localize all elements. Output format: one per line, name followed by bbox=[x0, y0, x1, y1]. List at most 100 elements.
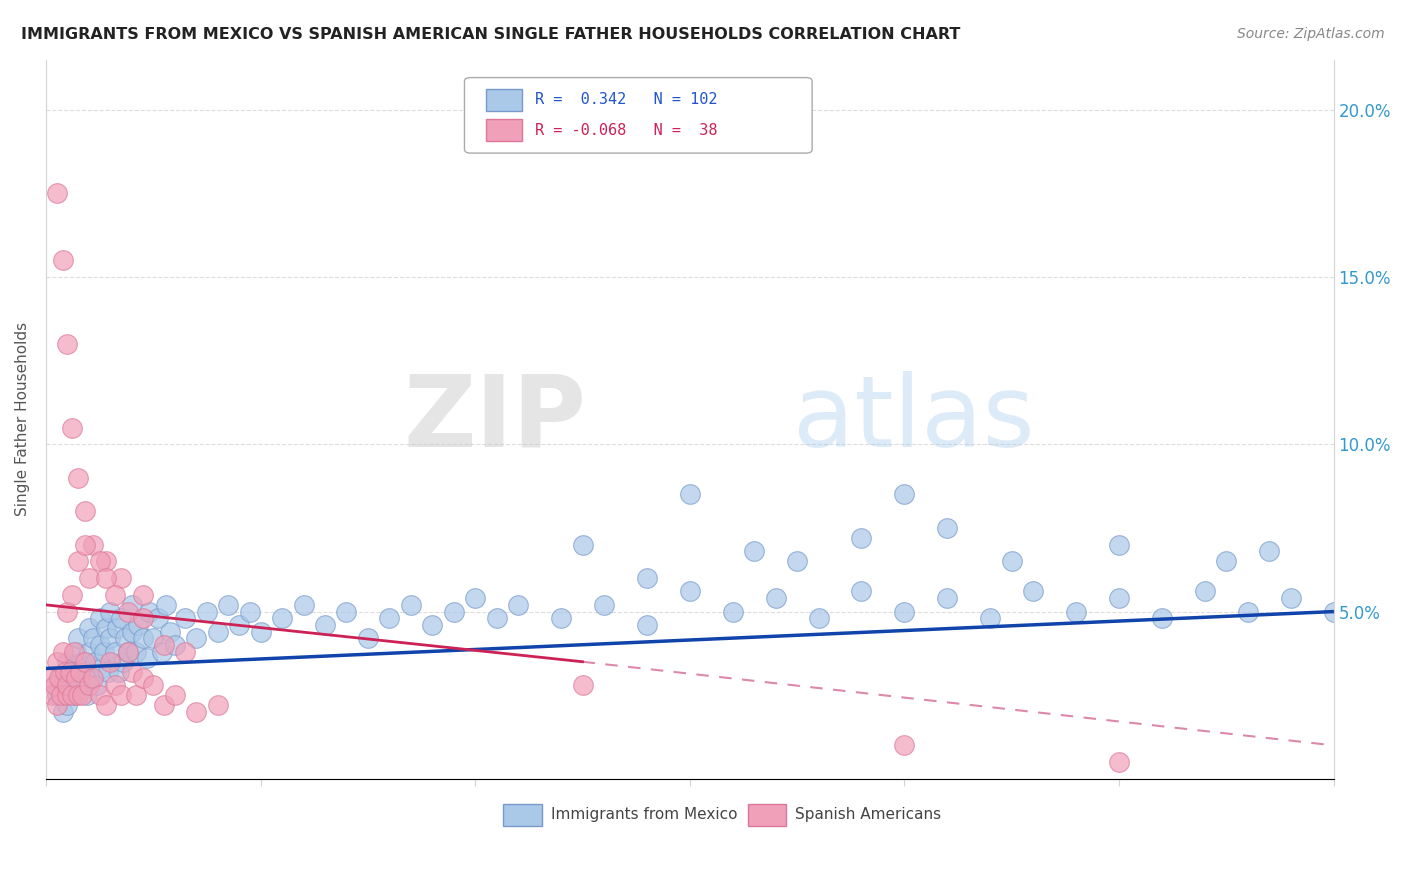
Point bbox=[195, 605, 218, 619]
Point bbox=[125, 645, 148, 659]
Point bbox=[56, 688, 79, 702]
Point bbox=[163, 688, 186, 702]
Text: Source: ZipAtlas.com: Source: ZipAtlas.com bbox=[1237, 27, 1385, 41]
Text: R =  0.342   N = 102: R = 0.342 N = 102 bbox=[536, 93, 718, 107]
Point bbox=[110, 611, 132, 625]
Point bbox=[56, 605, 79, 619]
Point bbox=[1279, 591, 1302, 606]
Point bbox=[121, 598, 143, 612]
Point bbox=[58, 665, 80, 679]
Point bbox=[45, 698, 67, 713]
Point bbox=[98, 655, 121, 669]
Point bbox=[63, 688, 86, 702]
Point bbox=[89, 611, 111, 625]
Point bbox=[786, 554, 808, 568]
Point bbox=[56, 337, 79, 351]
Point bbox=[73, 538, 96, 552]
Point bbox=[53, 678, 76, 692]
Point bbox=[153, 698, 176, 713]
Point bbox=[73, 655, 96, 669]
Text: ZIP: ZIP bbox=[404, 371, 586, 467]
Point bbox=[93, 645, 115, 659]
Point bbox=[239, 605, 262, 619]
Point bbox=[131, 632, 153, 646]
Point bbox=[851, 531, 873, 545]
Point bbox=[94, 571, 117, 585]
FancyBboxPatch shape bbox=[503, 804, 541, 826]
Point bbox=[97, 665, 120, 679]
Point bbox=[508, 598, 530, 612]
Point bbox=[72, 688, 94, 702]
Point bbox=[1150, 611, 1173, 625]
Point bbox=[60, 665, 83, 679]
Point bbox=[1001, 554, 1024, 568]
Point bbox=[48, 672, 70, 686]
Point bbox=[45, 655, 67, 669]
Point bbox=[155, 598, 177, 612]
Point bbox=[142, 632, 165, 646]
Point bbox=[114, 632, 136, 646]
Text: IMMIGRANTS FROM MEXICO VS SPANISH AMERICAN SINGLE FATHER HOUSEHOLDS CORRELATION : IMMIGRANTS FROM MEXICO VS SPANISH AMERIC… bbox=[21, 27, 960, 42]
Point bbox=[893, 605, 915, 619]
Point bbox=[52, 705, 75, 719]
Point bbox=[67, 688, 90, 702]
Point bbox=[131, 672, 153, 686]
Point bbox=[110, 688, 132, 702]
Point bbox=[94, 554, 117, 568]
Point bbox=[249, 624, 271, 639]
Point bbox=[86, 678, 108, 692]
Point bbox=[94, 698, 117, 713]
Point bbox=[67, 471, 90, 485]
Point bbox=[63, 645, 86, 659]
Point bbox=[420, 618, 443, 632]
Point bbox=[131, 611, 153, 625]
Point bbox=[52, 645, 75, 659]
Point bbox=[1108, 755, 1130, 769]
Point bbox=[117, 645, 139, 659]
Point bbox=[49, 688, 72, 702]
Point bbox=[936, 521, 959, 535]
Text: Immigrants from Mexico: Immigrants from Mexico bbox=[551, 807, 737, 822]
Point bbox=[186, 705, 208, 719]
Point bbox=[936, 591, 959, 606]
Point bbox=[186, 632, 208, 646]
FancyBboxPatch shape bbox=[486, 89, 523, 111]
Point bbox=[67, 554, 90, 568]
Point bbox=[104, 678, 127, 692]
Point bbox=[39, 672, 62, 686]
FancyBboxPatch shape bbox=[748, 804, 786, 826]
Point bbox=[1236, 605, 1258, 619]
Point bbox=[41, 688, 63, 702]
Point bbox=[443, 605, 465, 619]
Point bbox=[679, 487, 702, 501]
Point bbox=[485, 611, 508, 625]
Point bbox=[636, 618, 658, 632]
Point bbox=[1022, 584, 1045, 599]
Point bbox=[69, 665, 91, 679]
FancyBboxPatch shape bbox=[464, 78, 813, 153]
Point bbox=[1194, 584, 1216, 599]
Point bbox=[44, 678, 66, 692]
Point bbox=[163, 638, 186, 652]
Point bbox=[117, 645, 139, 659]
Point bbox=[138, 605, 160, 619]
Point bbox=[979, 611, 1001, 625]
Point bbox=[127, 618, 149, 632]
Point bbox=[90, 661, 112, 675]
Point bbox=[571, 678, 593, 692]
Point bbox=[53, 665, 76, 679]
Point bbox=[89, 688, 111, 702]
Point bbox=[571, 538, 593, 552]
Point bbox=[174, 611, 197, 625]
Point bbox=[174, 645, 197, 659]
Point bbox=[77, 678, 100, 692]
Point bbox=[77, 621, 100, 635]
Point bbox=[104, 588, 127, 602]
Point bbox=[72, 655, 94, 669]
Y-axis label: Single Father Households: Single Father Households bbox=[15, 322, 30, 516]
Point bbox=[82, 672, 104, 686]
Point bbox=[98, 605, 121, 619]
Point bbox=[679, 584, 702, 599]
Point bbox=[742, 544, 765, 558]
Point bbox=[89, 554, 111, 568]
